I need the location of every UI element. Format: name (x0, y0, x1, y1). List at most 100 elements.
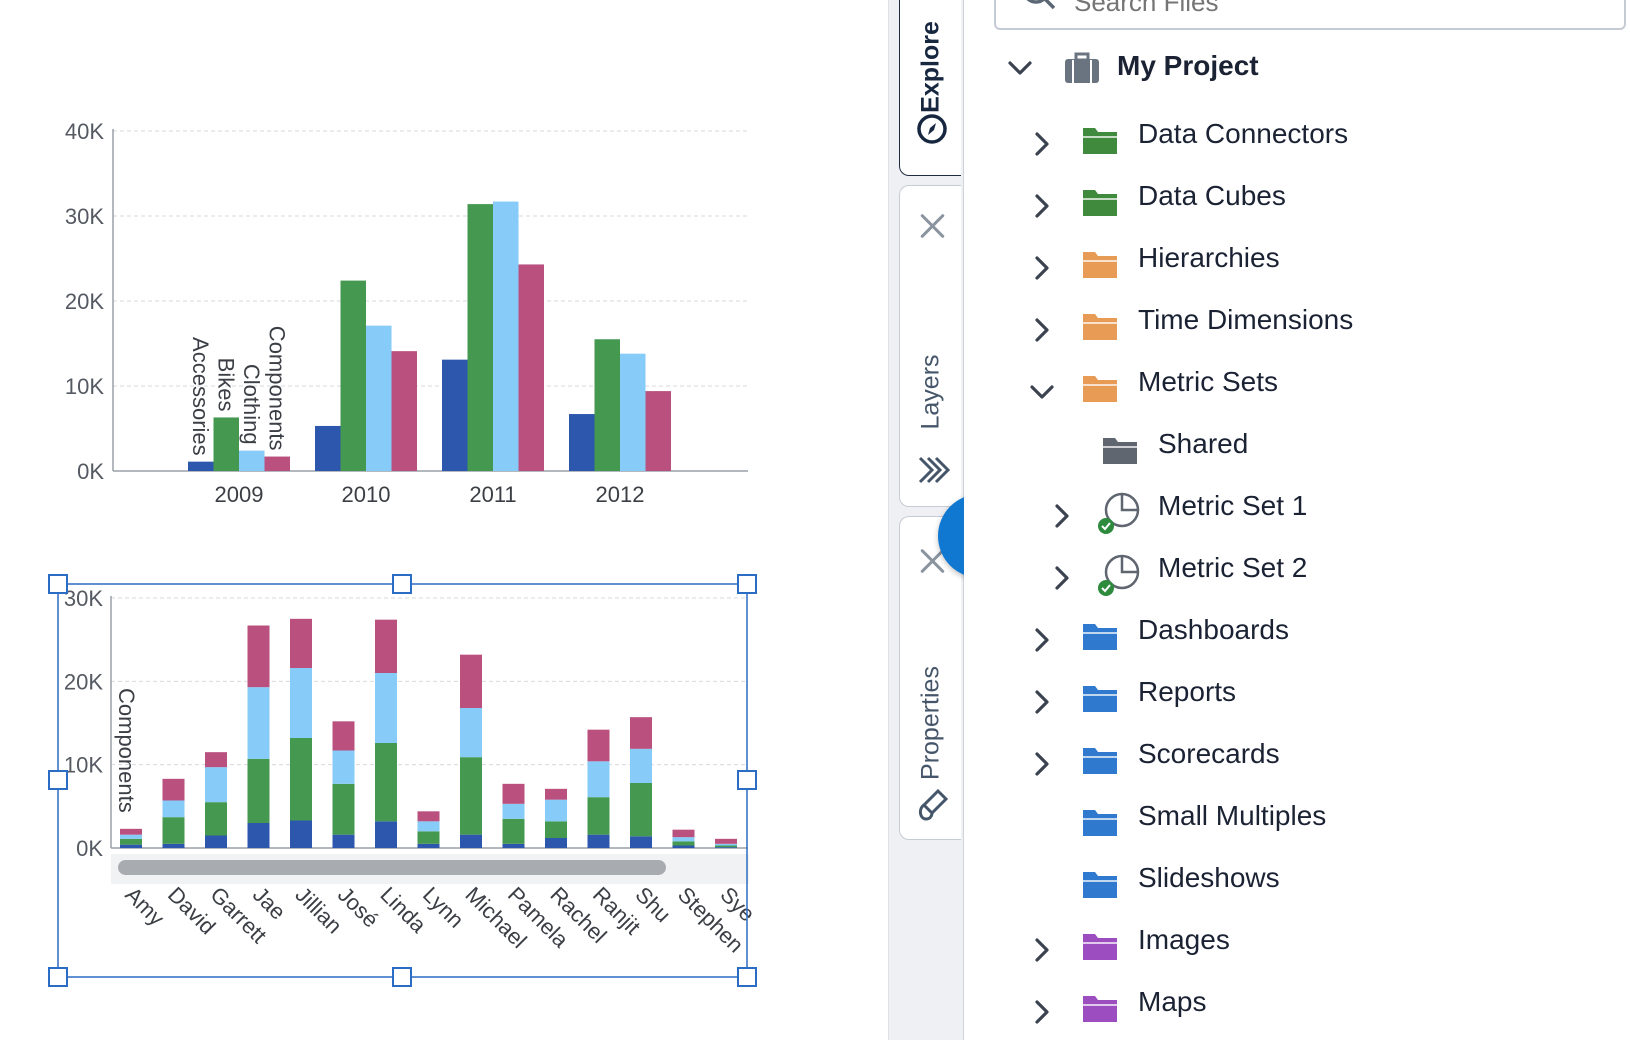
chevron-right-icon[interactable] (1028, 750, 1056, 778)
resize-handle[interactable] (48, 967, 68, 987)
stacked-bar-segment[interactable] (375, 619, 397, 673)
stacked-bar-segment[interactable] (545, 821, 567, 838)
stacked-bar-segment[interactable] (672, 845, 695, 849)
bar[interactable] (620, 353, 646, 471)
resize-handle[interactable] (392, 967, 412, 987)
stacked-bar-segment[interactable] (460, 654, 482, 708)
stacked-bar-segment[interactable] (715, 843, 737, 846)
stacked-bar-segment[interactable] (672, 837, 695, 842)
stacked-bar-segment[interactable] (417, 811, 440, 822)
stacked-bar-segment[interactable] (332, 721, 355, 751)
stacked-bar-segment[interactable] (502, 783, 525, 804)
stacked-bar-segment[interactable] (162, 817, 185, 844)
stacked-bar-segment[interactable] (715, 845, 737, 848)
bar[interactable] (594, 339, 621, 471)
stacked-bar-segment[interactable] (630, 748, 652, 783)
close-icon[interactable] (918, 212, 946, 240)
stacked-bar-segment[interactable] (332, 783, 355, 835)
bar[interactable] (366, 325, 392, 471)
chevron-right-icon[interactable] (1028, 998, 1056, 1026)
stacked-bar-segment[interactable] (290, 820, 312, 849)
stacked-bar-segment[interactable] (162, 843, 185, 848)
resize-handle[interactable] (737, 574, 757, 594)
stacked-bar-segment[interactable] (587, 729, 610, 762)
stacked-bar-segment[interactable] (120, 834, 142, 839)
resize-handle[interactable] (48, 770, 68, 790)
stacked-bar-segment[interactable] (332, 834, 355, 848)
chevron-right-icon[interactable] (1028, 254, 1056, 282)
stacked-bar-segment[interactable] (587, 834, 610, 848)
chevron-right-icon[interactable] (1028, 688, 1056, 716)
stacked-bar-segment[interactable] (120, 838, 142, 845)
stacked-bar-segment[interactable] (545, 788, 567, 800)
stacked-bar-segment[interactable] (417, 831, 440, 844)
stacked-bar-segment[interactable] (417, 843, 440, 848)
stacked-bar-segment[interactable] (290, 618, 312, 668)
bar[interactable] (264, 456, 291, 471)
search-box[interactable] (994, 0, 1626, 30)
bar[interactable] (493, 201, 519, 472)
stacked-bar-segment[interactable] (247, 625, 270, 688)
chevron-right-icon[interactable] (1028, 316, 1056, 344)
yearly-sales-chart[interactable]: 0K 10K 20K 30K 40K 2009 2010 2011 2012 Accessorie… (65, 119, 748, 507)
chevron-right-icon[interactable] (1028, 936, 1056, 964)
stacked-bar-segment[interactable] (545, 799, 567, 822)
stacked-bar-segment[interactable] (587, 797, 610, 835)
stacked-bar-segment[interactable] (630, 783, 652, 837)
stacked-bar-segment[interactable] (205, 802, 227, 836)
bar[interactable] (239, 450, 265, 471)
chevron-right-icon[interactable] (1028, 130, 1056, 158)
stacked-bar-segment[interactable] (247, 687, 270, 759)
bar[interactable] (518, 264, 545, 471)
bar[interactable] (340, 280, 367, 471)
stacked-bar-segment[interactable] (375, 821, 397, 848)
stacked-bar-segment[interactable] (502, 818, 525, 844)
tab-properties[interactable]: Properties (899, 516, 961, 840)
stacked-bar-segment[interactable] (545, 838, 567, 848)
tab-explore[interactable]: Explore (899, 0, 961, 176)
chevron-down-icon[interactable] (1028, 378, 1056, 406)
stacked-bar-segment[interactable] (630, 717, 652, 749)
resize-handle[interactable] (48, 574, 68, 594)
resize-handle[interactable] (737, 770, 757, 790)
bar[interactable] (391, 351, 418, 471)
stacked-bar-segment[interactable] (205, 835, 227, 849)
bar[interactable] (645, 391, 672, 471)
stacked-bar-segment[interactable] (502, 803, 525, 819)
stacked-bar-segment[interactable] (587, 761, 610, 798)
bar[interactable] (213, 417, 240, 471)
stacked-bar-segment[interactable] (375, 743, 397, 822)
search-input[interactable] (1072, 0, 1476, 19)
stacked-bar-segment[interactable] (417, 821, 440, 832)
bar[interactable] (442, 359, 468, 471)
chevron-right-icon[interactable] (1048, 502, 1076, 530)
stacked-bar-segment[interactable] (715, 838, 737, 844)
stacked-bar-segment[interactable] (205, 752, 227, 768)
bar[interactable] (315, 425, 341, 471)
stacked-bar-segment[interactable] (120, 828, 142, 835)
bar[interactable] (569, 414, 595, 471)
stacked-bar-segment[interactable] (460, 834, 482, 848)
tab-layers[interactable]: Layers (899, 185, 961, 507)
stacked-bar-segment[interactable] (247, 758, 270, 823)
bar[interactable] (467, 204, 494, 471)
scrollbar-thumb[interactable] (118, 860, 666, 875)
chevron-right-icon[interactable] (1028, 192, 1056, 220)
stacked-bar-segment[interactable] (290, 668, 312, 738)
stacked-bar-segment[interactable] (460, 757, 482, 835)
stacked-bar-segment[interactable] (290, 738, 312, 821)
stacked-bar-segment[interactable] (205, 767, 227, 803)
stacked-bar-segment[interactable] (162, 778, 185, 801)
stacked-bar-segment[interactable] (715, 847, 737, 848)
resize-handle[interactable] (392, 574, 412, 594)
stacked-bar-segment[interactable] (162, 800, 185, 818)
bar[interactable] (188, 461, 214, 471)
resize-handle[interactable] (737, 967, 757, 987)
stacked-bar-segment[interactable] (502, 843, 525, 848)
stacked-bar-segment[interactable] (332, 750, 355, 784)
stacked-bar-segment[interactable] (672, 841, 695, 846)
stacked-bar-segment[interactable] (247, 823, 270, 848)
stacked-bar-segment[interactable] (630, 836, 652, 848)
chevron-down-icon[interactable] (1006, 54, 1034, 82)
